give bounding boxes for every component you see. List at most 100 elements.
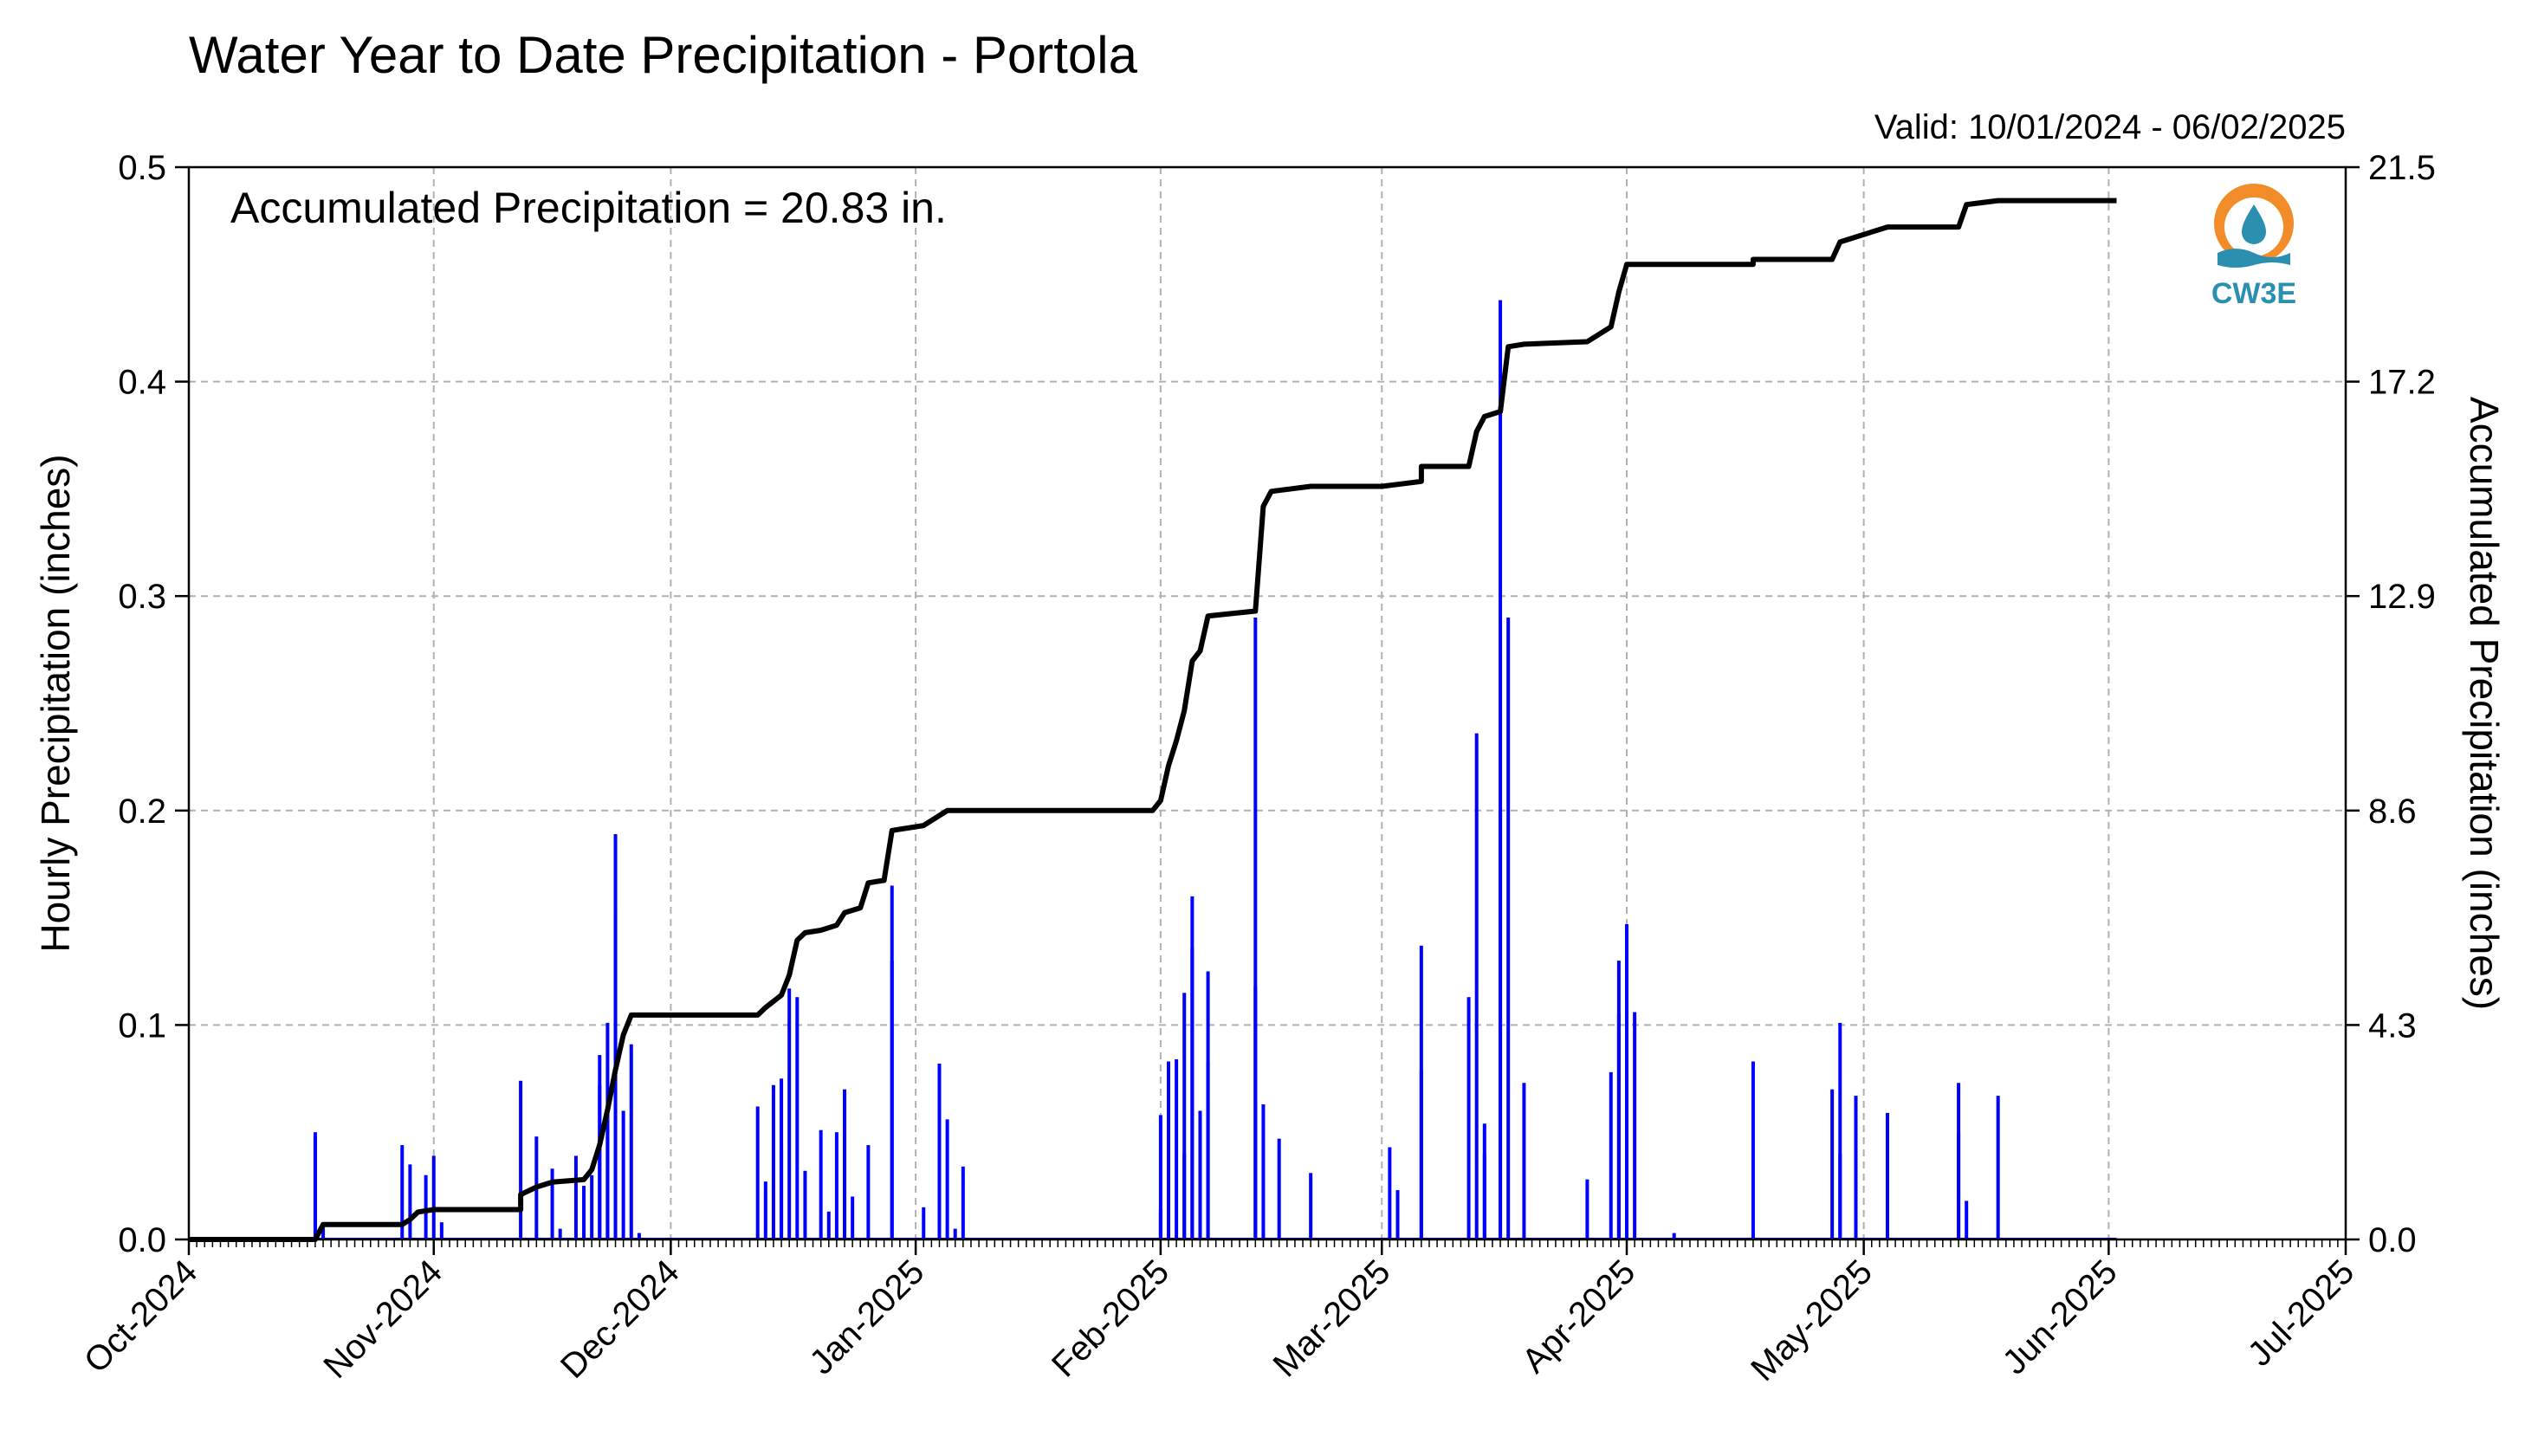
hourly-bar [431, 1155, 436, 1239]
hourly-bar [1466, 997, 1471, 1239]
y-tick-label-left: 0.3 [118, 578, 166, 616]
hourly-bar [1609, 1071, 1613, 1239]
hourly-bar [621, 1110, 625, 1239]
hourly-bar [1506, 617, 1511, 1239]
x-tick-label: Nov-2024 [316, 1252, 450, 1386]
x-tick-label: Jan-2025 [802, 1252, 931, 1382]
y-tick-label-left: 0.1 [118, 1006, 166, 1045]
hourly-bar [1499, 300, 1503, 1240]
hourly-bar [1830, 1089, 1835, 1239]
hourly-bar [843, 1093, 847, 1239]
hourly-bar [771, 1084, 775, 1239]
hourly-bar [795, 997, 800, 1239]
hourly-bar [1182, 993, 1187, 1239]
hourly-bar [763, 1181, 767, 1239]
hourly-bar [945, 1119, 949, 1239]
hourly-bar [1190, 948, 1195, 1239]
accumulated-line-layer [189, 197, 2117, 1242]
accumulated-line [189, 197, 2117, 1242]
hourly-bar [313, 1132, 317, 1239]
hourly-bar [1616, 1014, 1621, 1239]
hourly-bar [866, 1145, 871, 1239]
hourly-bar [953, 1228, 957, 1239]
hourly-bar [1633, 1012, 1637, 1239]
hourly-bar [1253, 617, 1258, 1239]
x-tick-label: Jul-2025 [2241, 1252, 2362, 1374]
hourly-bar [637, 1233, 641, 1239]
hourly-bar [1885, 1112, 1889, 1239]
hourly-bar [1198, 1110, 1202, 1239]
hourly-bar [1751, 1061, 1755, 1239]
hourly-precip-bars [189, 300, 2117, 1240]
hourly-bar [890, 961, 894, 1239]
hourly-bar [1854, 1096, 1858, 1239]
hourly-bar [826, 1211, 831, 1239]
logo-drop-icon [2242, 204, 2266, 244]
hourly-bar [819, 1129, 823, 1239]
grid [189, 167, 2346, 1239]
valid-range: Valid: 10/01/2024 - 06/02/2025 [1874, 108, 2346, 146]
hourly-bar [1166, 1061, 1170, 1239]
cw3e-logo: CW3E [2211, 184, 2296, 310]
y-axis-label-right: Accumulated Precipitation (inches) [2462, 397, 2507, 1010]
hourly-bar [558, 1228, 562, 1239]
y-tick-label-left: 0.4 [118, 364, 166, 402]
hourly-bar [1474, 733, 1479, 1239]
y-tick-label-left: 0.2 [118, 793, 166, 831]
hourly-bar [787, 988, 792, 1239]
y-tick-label-right: 21.5 [2368, 149, 2436, 187]
plot-frame [187, 165, 2347, 1241]
hourly-bar [1175, 1059, 1179, 1239]
hourly-bar [1261, 1104, 1266, 1239]
hourly-bar [755, 1106, 760, 1239]
hourly-bar [573, 1155, 578, 1239]
hourly-bar [851, 1196, 855, 1239]
hourly-bar [582, 1186, 586, 1239]
y-tick-label-left: 0.0 [118, 1221, 166, 1259]
hourly-bar [1996, 1096, 2000, 1239]
x-tick-label: Feb-2025 [1045, 1252, 1176, 1384]
hourly-bar [1419, 1070, 1423, 1239]
x-tick-label: Oct-2024 [77, 1252, 204, 1380]
hourly-bar [400, 1145, 405, 1239]
y-tick-label-left: 0.5 [118, 149, 166, 187]
y-tick-label-right: 4.3 [2368, 1006, 2417, 1045]
hourly-bar [519, 1080, 523, 1239]
hourly-bar [1482, 1153, 1486, 1239]
hourly-bar [1585, 1179, 1589, 1239]
hourly-bar [1388, 1147, 1392, 1239]
hourly-bar [1206, 1061, 1210, 1239]
hourly-bar [1253, 986, 1258, 1239]
hourly-bar [1672, 1233, 1676, 1239]
logo-wave-icon [2217, 249, 2290, 268]
x-tick-label: May-2025 [1744, 1252, 1880, 1388]
x-tick-label: Mar-2025 [1266, 1252, 1397, 1384]
logo-text: CW3E [2211, 277, 2296, 310]
hourly-bar [424, 1175, 428, 1239]
hourly-bar [803, 1170, 807, 1239]
hourly-bar [1838, 1022, 1842, 1239]
hourly-bar [590, 1175, 594, 1239]
hourly-bar [1522, 1083, 1526, 1239]
y-axis-label-left: Hourly Precipitation (inches) [33, 454, 78, 952]
hourly-bar [1838, 1153, 1842, 1239]
y-tick-label-right: 17.2 [2368, 364, 2436, 402]
hourly-bar [937, 1063, 942, 1239]
x-tick-label: Jun-2025 [1996, 1252, 2125, 1382]
hourly-bar [1625, 924, 1628, 1239]
y-tick-label-right: 0.0 [2368, 1221, 2417, 1259]
hourly-bar [1277, 1138, 1281, 1239]
x-tick-label: Dec-2024 [554, 1252, 687, 1386]
hourly-bar [1395, 1190, 1400, 1239]
hourly-bar [780, 1149, 784, 1239]
hourly-bar [1957, 1132, 1961, 1239]
y-tick-label-right: 8.6 [2368, 793, 2417, 831]
hourly-bar [922, 1207, 926, 1239]
hourly-bar [1158, 1115, 1162, 1239]
hourly-bar [1965, 1200, 1969, 1239]
accumulated-annotation: Accumulated Precipitation = 20.83 in. [230, 184, 947, 232]
hourly-bar [550, 1168, 554, 1239]
hourly-bar [605, 1022, 610, 1239]
x-tick-label: Apr-2025 [1515, 1252, 1642, 1380]
